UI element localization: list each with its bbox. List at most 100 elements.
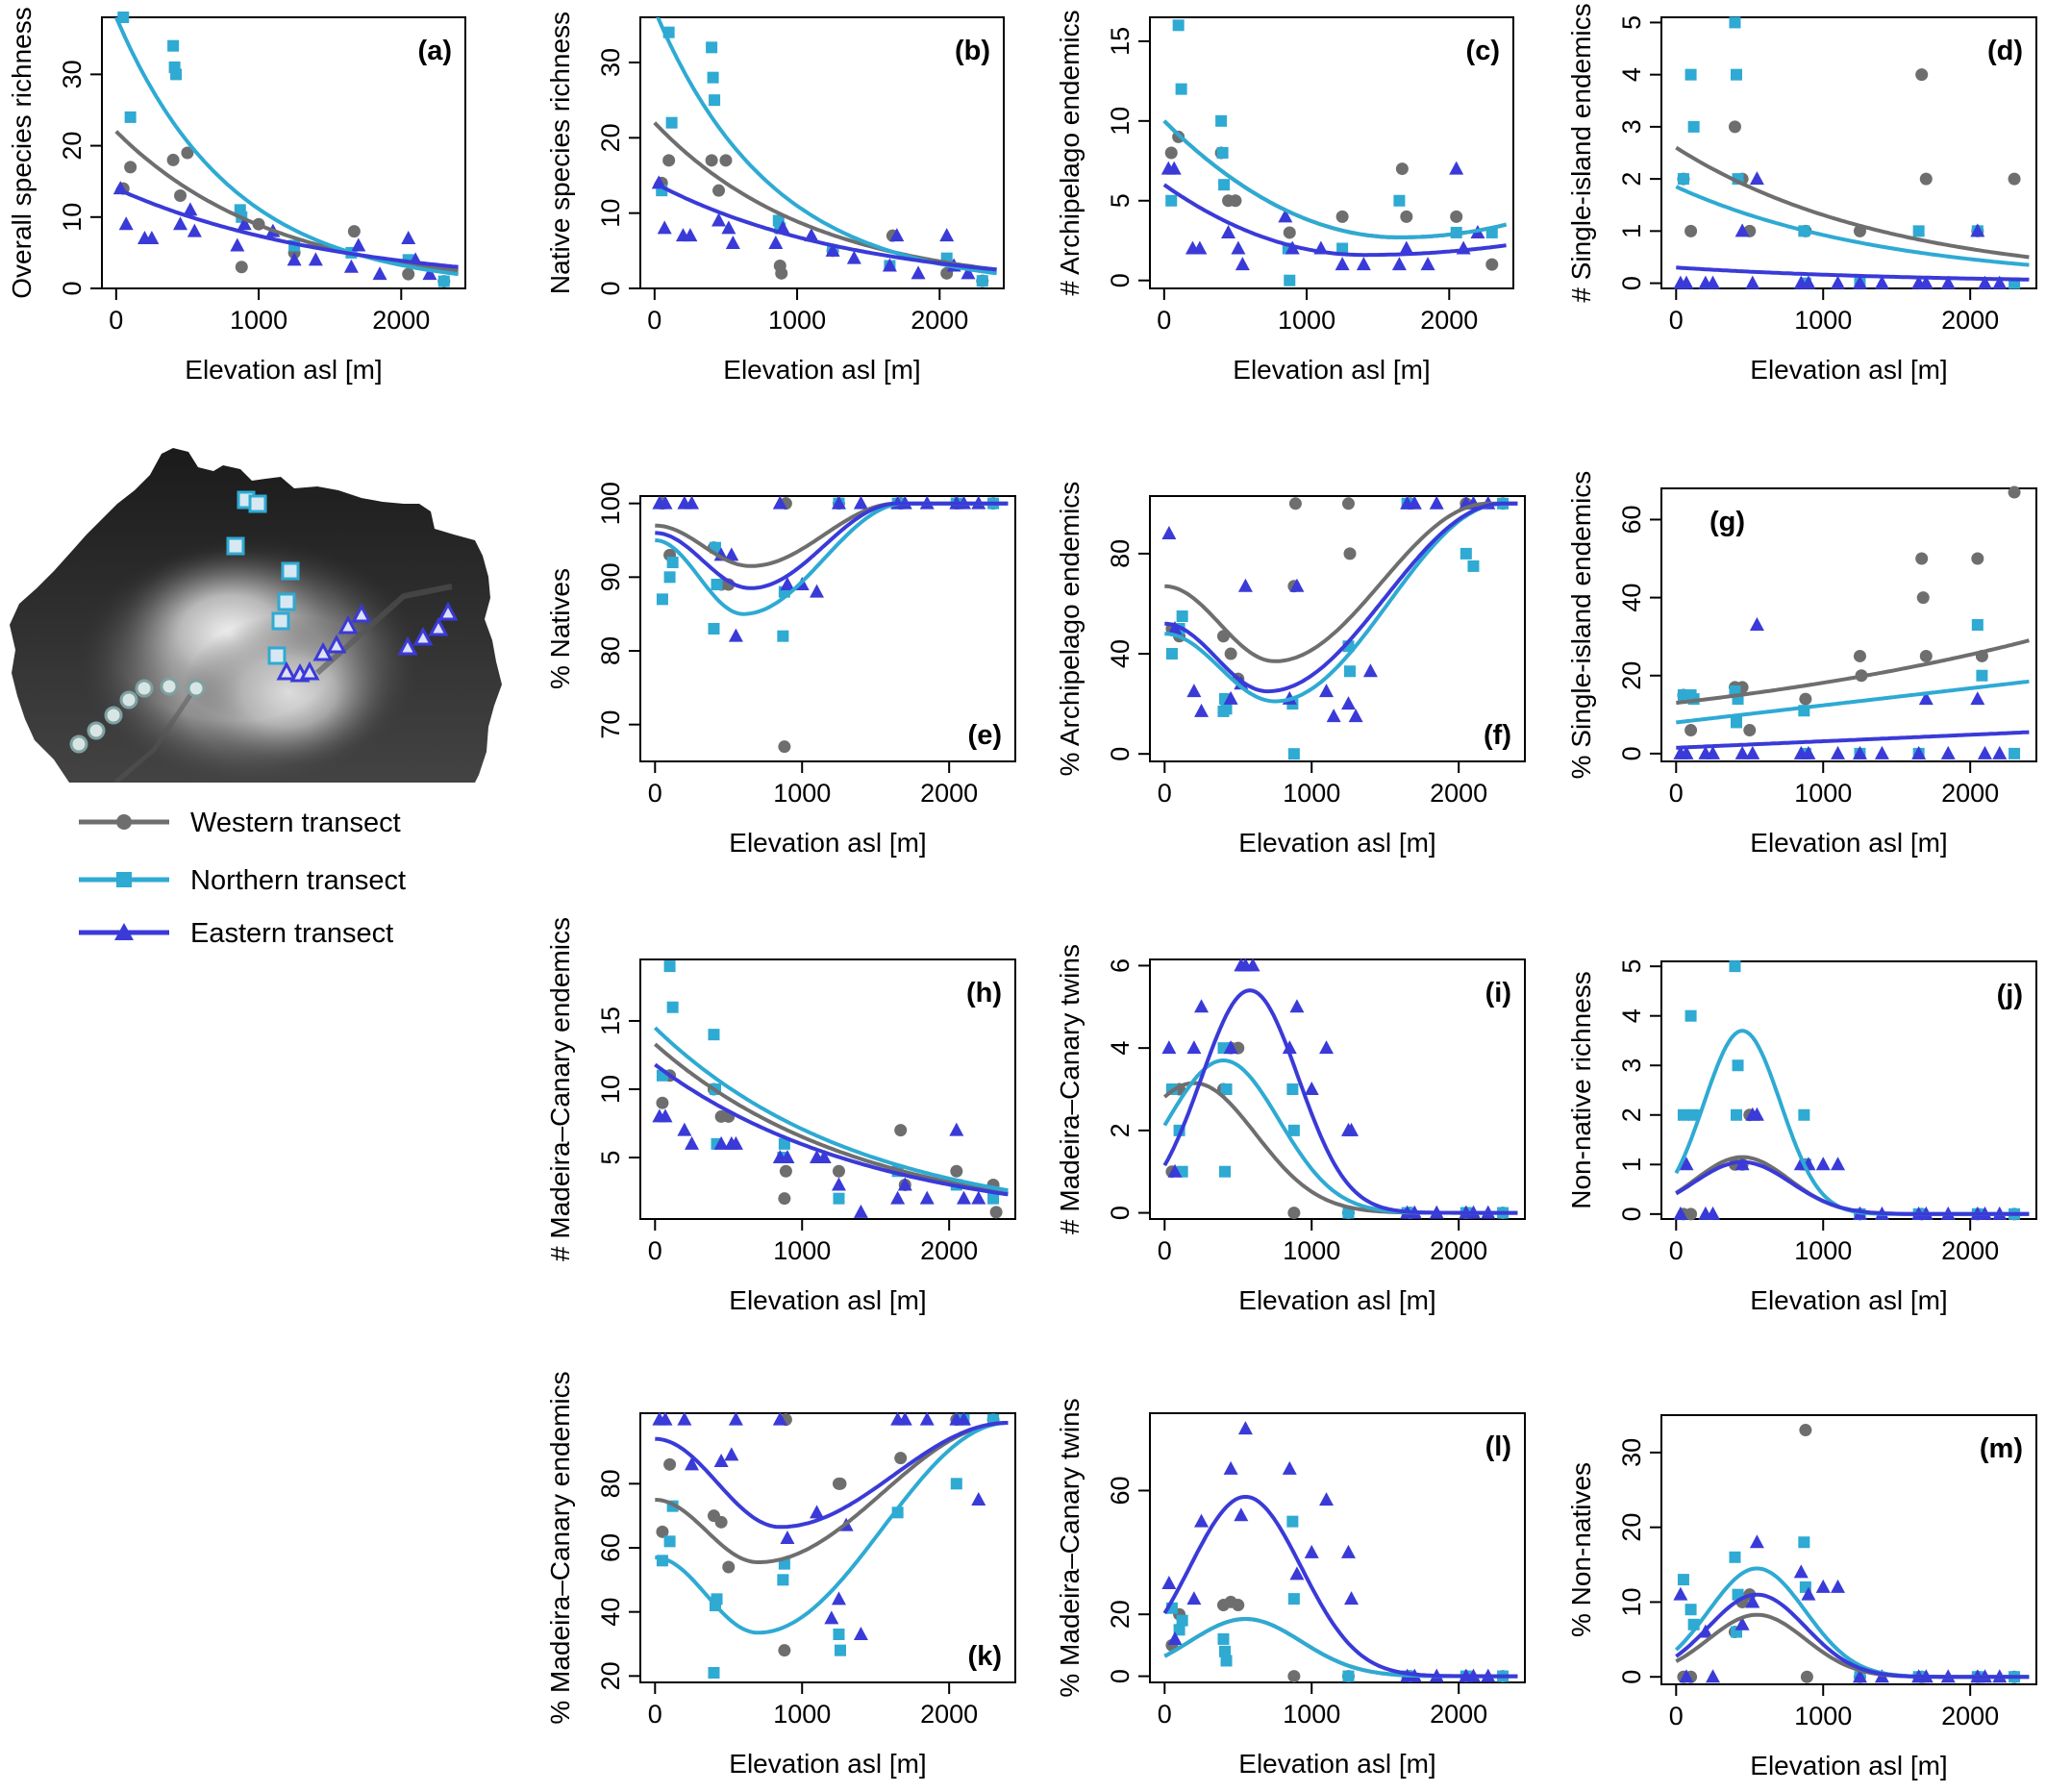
data-point-triangle xyxy=(1815,1579,1831,1593)
data-point-square xyxy=(1687,120,1700,133)
data-point-triangle xyxy=(1282,1460,1297,1475)
x-tick-label: 2000 xyxy=(1430,779,1487,808)
chart-panel: 0 1000 2000 0 10 20 30 Elevation asl [m] Native … xyxy=(545,12,1005,385)
chart-panel: 0 1000 2000 0 20 40 60 Elevation asl [m] % Singl… xyxy=(1566,471,2037,858)
chart-panel: 0 1000 2000 0 1 2 3 4 5 Elevation asl [m] Non-nati… xyxy=(1566,959,2037,1315)
panel-tag: (g) xyxy=(1709,507,1745,537)
data-point-triangle xyxy=(1831,745,1846,759)
data-point-triangle xyxy=(1161,526,1177,540)
x-tick-label: 0 xyxy=(1669,1236,1684,1265)
data-point-triangle xyxy=(1186,684,1202,698)
data-point-triangle xyxy=(971,1190,986,1205)
x-tick-label: 2000 xyxy=(920,1700,978,1729)
fit-curve-western xyxy=(1675,145,2030,260)
data-point-square xyxy=(1176,610,1188,622)
y-axis-label: Overall species richness xyxy=(7,7,37,298)
data-point-triangle xyxy=(1304,1082,1319,1095)
legend-label-northern: Northern transect xyxy=(190,865,406,896)
fit-curve-western xyxy=(1675,1612,2030,1680)
fit-curve-eastern xyxy=(655,1421,1009,1530)
data-point-square xyxy=(665,116,678,129)
y-axis-label: # Madeira–Canary endemics xyxy=(545,917,575,1261)
fit-curve-western xyxy=(1164,501,1518,663)
legend-marker-triangle xyxy=(114,923,134,940)
panel-tag: (f) xyxy=(1484,720,1511,751)
data-point-triangle xyxy=(1734,223,1750,237)
map-marker-western xyxy=(69,734,88,754)
data-point-triangle xyxy=(1745,745,1760,759)
data-point-triangle xyxy=(1167,621,1183,635)
data-point-triangle xyxy=(237,216,252,231)
y-tick-label: 70 xyxy=(596,710,625,739)
data-point-triangle xyxy=(144,231,160,245)
data-point-square xyxy=(708,1029,720,1041)
series-eastern xyxy=(1161,1421,1496,1682)
data-point-square xyxy=(1684,1604,1697,1616)
fit-curve-northern xyxy=(1676,679,2030,725)
y-axis-label: Non-native richness xyxy=(1566,971,1596,1208)
x-tick-label: 1000 xyxy=(768,306,826,335)
x-axis-label: Elevation asl [m] xyxy=(729,1285,926,1315)
map-marker-eastern xyxy=(312,641,334,661)
data-point-triangle xyxy=(1304,1544,1319,1558)
chart-panel: 0 1000 2000 0 2 4 6 Elevation asl [m] # Madeira–… xyxy=(1055,944,1526,1315)
x-tick-label: 1000 xyxy=(773,1700,831,1729)
data-point-circle xyxy=(1287,1670,1301,1683)
data-point-circle xyxy=(1283,226,1296,239)
x-tick-label: 0 xyxy=(1158,1236,1172,1265)
y-axis-label: % Madeira–Canary endemics xyxy=(545,1371,575,1724)
series-western xyxy=(1677,68,2021,237)
y-tick-label: 0 xyxy=(1106,747,1135,761)
panel-tag: (m) xyxy=(1980,1433,2023,1464)
y-tick-label: 30 xyxy=(58,60,87,88)
data-point-circle xyxy=(656,1096,669,1109)
elevation-map xyxy=(10,448,502,783)
y-tick-label: 40 xyxy=(596,1598,625,1627)
data-point-circle xyxy=(1799,692,1812,706)
legend-item-northern: Northern transect xyxy=(79,865,406,896)
legend-label-eastern: Eastern transect xyxy=(190,918,393,949)
data-point-triangle xyxy=(677,1122,692,1136)
y-tick-label: 80 xyxy=(596,636,625,665)
data-point-triangle xyxy=(853,495,868,510)
fit-curve-eastern xyxy=(1676,265,2030,282)
data-point-triangle xyxy=(1852,1669,1867,1683)
data-point-square xyxy=(987,1192,1000,1205)
data-point-triangle xyxy=(1706,1669,1721,1683)
data-point-triangle xyxy=(1992,275,2008,289)
data-point-triangle xyxy=(1235,257,1250,271)
data-point-triangle xyxy=(1970,691,1985,706)
series-western xyxy=(656,1069,1003,1219)
map-marker-western xyxy=(119,690,138,709)
data-point-circle xyxy=(778,1644,791,1657)
data-point-square xyxy=(1220,703,1233,715)
fit-curve-eastern xyxy=(115,187,459,269)
data-point-circle xyxy=(181,146,194,160)
y-tick-label: 15 xyxy=(1106,27,1135,56)
data-point-triangle xyxy=(1874,745,1889,759)
x-tick-label: 0 xyxy=(648,779,662,808)
data-point-square xyxy=(1342,1207,1355,1219)
data-point-triangle xyxy=(1407,495,1422,510)
data-point-square xyxy=(1165,194,1178,207)
data-point-triangle xyxy=(1745,275,1760,289)
data-point-triangle xyxy=(677,1411,692,1426)
data-point-square xyxy=(1336,242,1349,255)
data-point-triangle xyxy=(1706,275,1721,289)
data-point-triangle xyxy=(1391,257,1407,271)
series-northern xyxy=(1677,960,2021,1220)
data-point-triangle xyxy=(1940,745,1956,759)
data-point-square xyxy=(835,1644,846,1656)
data-point-square xyxy=(167,39,180,52)
y-tick-label: 0 xyxy=(1106,1206,1135,1220)
data-point-triangle xyxy=(1194,703,1210,717)
series-western xyxy=(1165,1595,1510,1683)
x-tick-label: 0 xyxy=(648,1236,662,1265)
fit-curve-eastern xyxy=(653,181,997,272)
series-eastern xyxy=(652,1108,986,1218)
data-point-triangle xyxy=(728,1411,743,1426)
data-point-triangle xyxy=(1223,1040,1238,1055)
y-tick-label: 20 xyxy=(1617,1513,1646,1542)
data-point-triangle xyxy=(816,1150,832,1164)
y-tick-label: 40 xyxy=(1106,639,1135,668)
